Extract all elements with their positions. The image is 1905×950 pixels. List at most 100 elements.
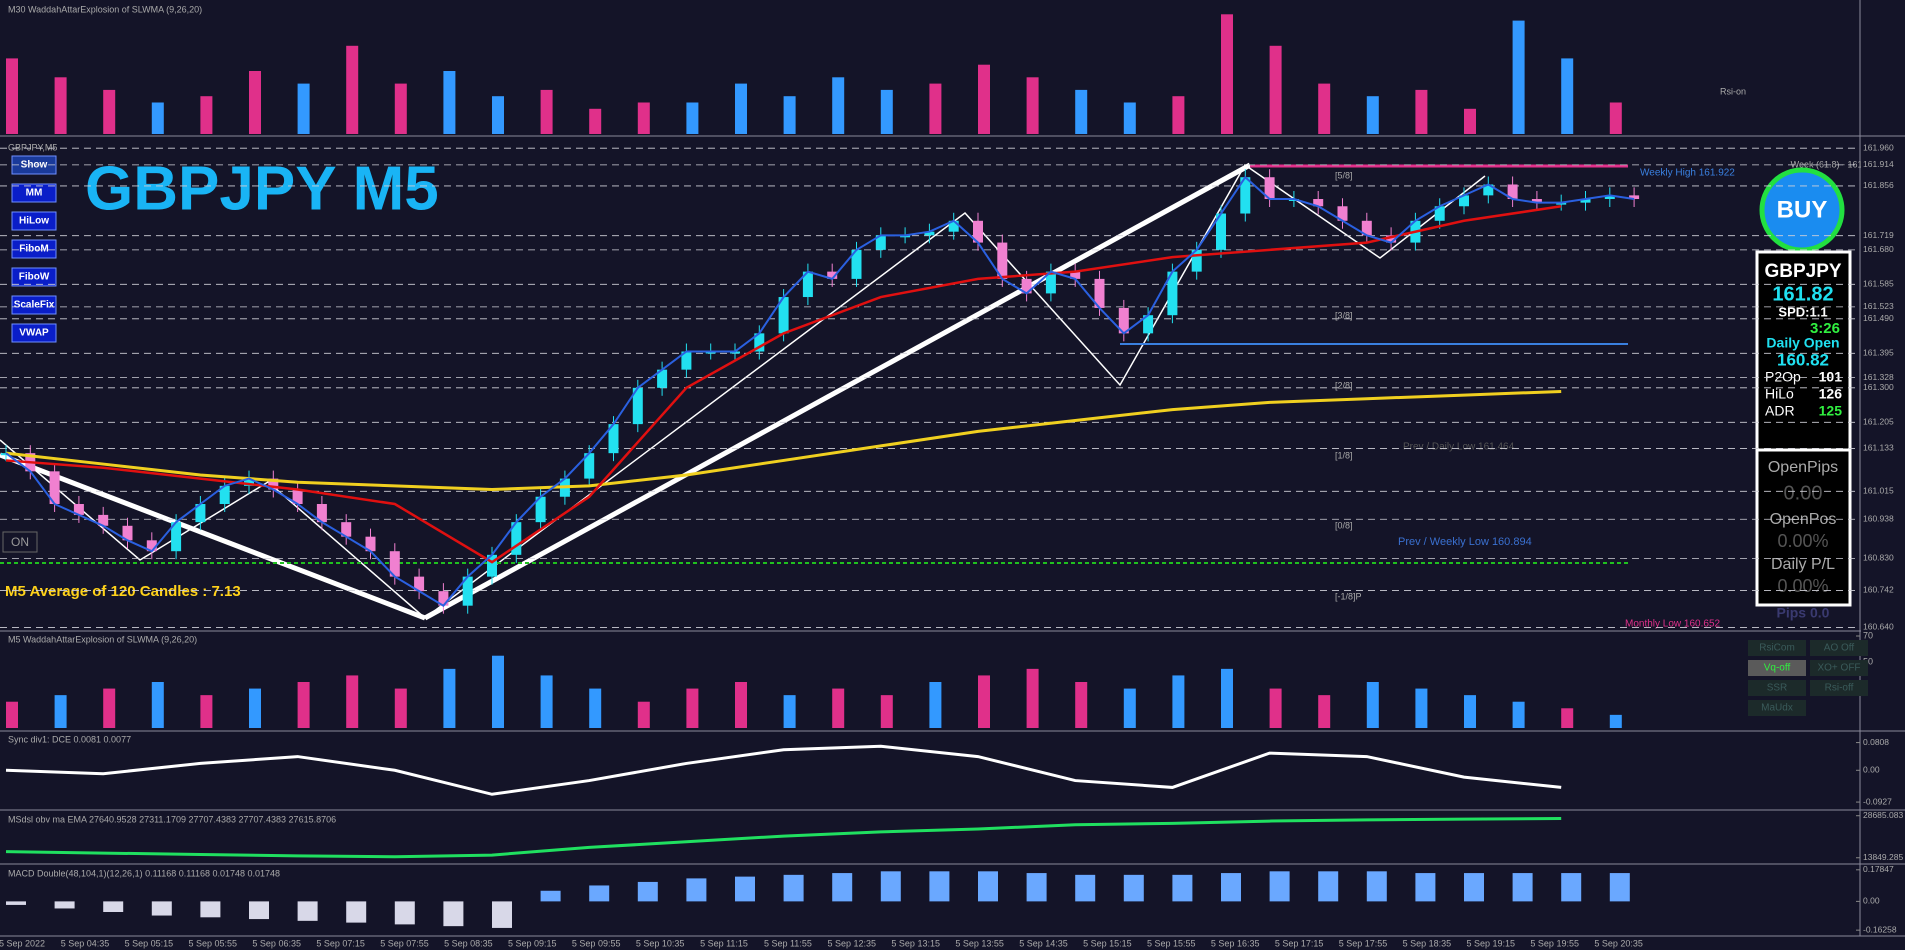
candle [1361,220,1372,236]
hist-bar [151,682,164,728]
info-box [1755,250,1852,607]
level-label: Prev / Daily Low 161.464 [1403,442,1515,453]
y-tick-label: 161.395 [1863,348,1894,358]
tool-button[interactable] [11,239,57,259]
trendline [0,452,426,621]
x-tick-label: 5 Sep 19:15 [1467,938,1516,948]
panel-button[interactable] [1810,640,1868,656]
hist-bar [54,77,67,134]
hist-bar [1221,14,1233,134]
x-tick-label: 5 Sep 13:15 [891,938,940,948]
panel-button[interactable] [1810,660,1868,676]
panel-button[interactable] [1748,640,1806,656]
hist-bar [1561,708,1574,728]
candle [268,478,279,490]
hist-bar [783,695,796,728]
hist-bar [1123,102,1136,134]
candle [1459,195,1469,207]
info-pips: Pips 0.0 [1777,605,1830,621]
panel-label: Sync div1: DCE 0.0081 0.0077 [8,734,131,744]
hist-bar [200,96,213,134]
price-tag [1861,486,1905,497]
info-value: 101 [1819,369,1843,385]
level-label: Weekly High 161.922 [1640,168,1735,179]
y-tick-label: 0.00 [1863,896,1880,906]
hist-bar [1075,682,1088,728]
x-tick-label: 5 Sep 18:35 [1403,938,1452,948]
x-tick-label: 5 Sep 11:15 [700,938,748,948]
candle [365,536,376,552]
info-value: 0.00% [1777,531,1828,551]
hist-bar [540,675,553,728]
candle [875,235,886,250]
info-price: 161.82 [1772,283,1833,305]
candle [997,242,1008,279]
panel-button[interactable] [1748,660,1806,676]
macd-bar [151,901,172,916]
trendline [423,162,1252,621]
price-tag [1861,143,1905,154]
y-tick-label: 161.960 [1863,142,1894,152]
candle [681,351,692,370]
tool-button[interactable] [11,295,57,315]
panel-button[interactable] [1810,680,1868,696]
hist-bar [1366,682,1379,728]
candle [924,231,935,236]
x-tick-label: 5 Sep 08:35 [444,938,493,948]
candle [438,591,449,606]
hist-bar [443,668,456,728]
panel-button[interactable] [1748,680,1806,696]
y-tick-label: 161.523 [1863,301,1894,311]
hist-bar [1464,108,1476,134]
tool-button[interactable] [11,267,57,287]
x-tick-label: 5 Sep 05:15 [125,938,174,948]
y-tick-label: 161.856 [1863,180,1894,190]
x-tick-label: 5 Sep 07:15 [316,938,365,948]
macd-bar [540,890,561,902]
info-label: HiLo [1765,386,1794,402]
macd-bar [832,873,853,902]
candle [244,478,254,486]
fibo-label: [0/8] [1335,520,1353,530]
on-label: ON [11,535,29,549]
x-tick-label: 5 Sep 14:35 [1019,938,1068,948]
hist-bar [735,83,747,134]
price-tag [1861,553,1905,564]
hist-bar [1269,45,1282,134]
info-value: 125 [1819,403,1843,419]
tool-button[interactable] [11,211,57,231]
macd-bar [637,881,658,902]
hist-bar [589,688,602,728]
x-tick-label: 5 Sep 12:35 [828,938,877,948]
panel-button[interactable] [1748,700,1806,716]
indicator-line [5,817,1562,859]
price-tag [1861,313,1905,324]
macd-bar [1609,873,1630,902]
y-tick-label: 161.914 [1863,159,1894,169]
fibo-label: [1/8] [1335,450,1353,460]
hist-bar [735,682,747,728]
on-box[interactable] [2,531,38,553]
chart-title: GBPJPY M5 [85,154,439,223]
hist-bar [1512,701,1525,728]
macd-bar [1026,873,1047,902]
hist-bar [6,58,18,134]
tool-button[interactable] [11,183,57,203]
hist-bar [54,695,67,728]
macd-bar [1123,874,1144,902]
hist-bar [492,655,504,728]
macd-bar [297,901,318,921]
macd-bar [929,871,950,902]
macd-bar [735,876,755,902]
hist-bar [1366,96,1379,134]
indicator-line [5,744,1562,796]
panel-button-label: SSR [1767,683,1788,694]
y-tick-label: 0.17847 [1863,864,1894,874]
info-label: OpenPos [1770,511,1837,528]
macd-bar [1269,871,1290,902]
info-timer: 3:26 [1810,320,1840,337]
tool-button[interactable] [11,323,57,343]
x-tick-label: 5 Sep 09:15 [508,938,557,948]
hist-bar [686,688,699,728]
